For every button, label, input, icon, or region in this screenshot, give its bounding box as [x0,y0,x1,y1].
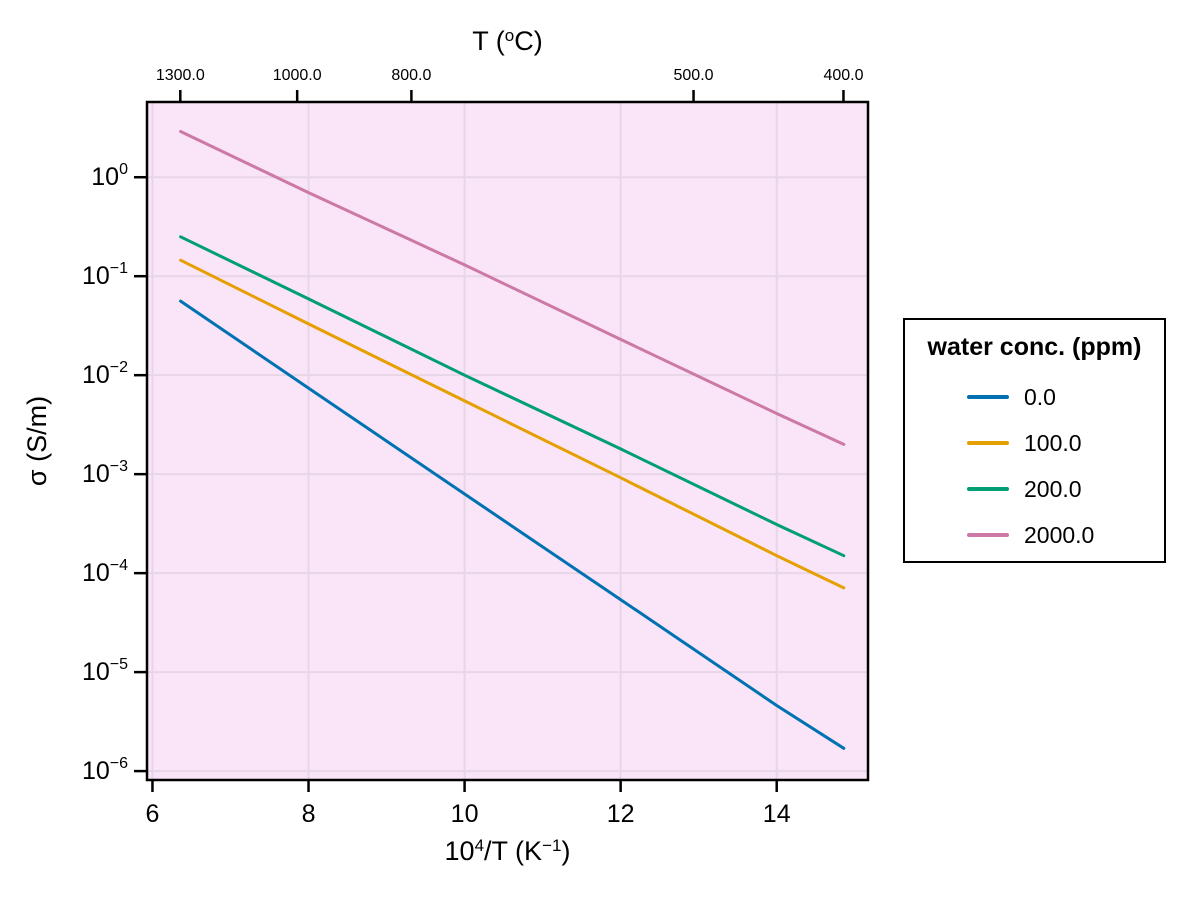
series-line-100.0 [179,258,846,590]
x-tick-label: 14 [763,800,791,828]
y-tick-label: 10−5 [82,656,128,686]
legend-line-sample [967,533,1009,537]
bottom-axis-label-text3: ) [561,836,571,866]
legend-entry-label: 200.0 [1024,475,1082,502]
top-tick-label: 500.0 [674,67,714,84]
series-line-0.0 [179,299,846,750]
top-axis-label-text2: C) [514,26,543,56]
y-tick-label: 10−6 [82,755,128,785]
legend-line-sample [967,441,1009,445]
top-axis-label: T (oC) [147,26,868,57]
legend-entry: 100.0 [905,420,1164,466]
plot-border [145,100,870,782]
y-tick-label: 10−4 [82,557,128,587]
top-axis-label-sup: o [504,26,515,45]
bottom-axis-label-text: 10 [444,836,475,866]
legend-line-sample [967,487,1009,491]
x-tick-label: 12 [607,800,635,828]
bottom-axis-label-text2: /T (K [484,836,543,866]
legend-line-sample [967,395,1009,399]
top-tick-label: 800.0 [391,67,431,84]
legend-entry: 2000.0 [905,512,1164,558]
legend-entry-label: 0.0 [1024,383,1056,410]
x-tick-label: 10 [451,800,479,828]
x-tick-label: 8 [302,800,316,828]
plot-background [147,102,868,780]
bottom-axis-label: 104/T (K−1) [147,836,868,867]
series-line-2000.0 [179,130,846,446]
x-tick-label: 6 [146,800,160,828]
top-axis-label-text: T ( [472,26,505,56]
legend-box: water conc. (ppm) 0.0 100.0 200.0 2000.0 [903,318,1166,563]
legend-entry-label: 100.0 [1024,429,1082,456]
series-line-200.0 [179,235,846,558]
legend-entries: 0.0 100.0 200.0 2000.0 [905,374,1164,558]
bottom-axis-label-sup2: −1 [542,836,562,855]
bottom-axis-label-sup: 4 [474,836,485,855]
y-tick-label: 10−2 [82,359,128,389]
y-tick-label: 10−3 [82,458,128,488]
top-tick-label: 1300.0 [156,67,205,84]
legend-entry: 200.0 [905,466,1164,512]
y-tick-label: 10−1 [82,260,128,290]
y-tick-label: 100 [91,161,128,191]
legend-entry: 0.0 [905,374,1164,420]
left-axis-label: σ (S/m) [22,395,52,487]
legend-entry-label: 2000.0 [1024,521,1095,548]
top-tick-label: 400.0 [823,67,863,84]
top-tick-label: 1000.0 [273,67,322,84]
legend-title: water conc. (ppm) [927,333,1142,361]
